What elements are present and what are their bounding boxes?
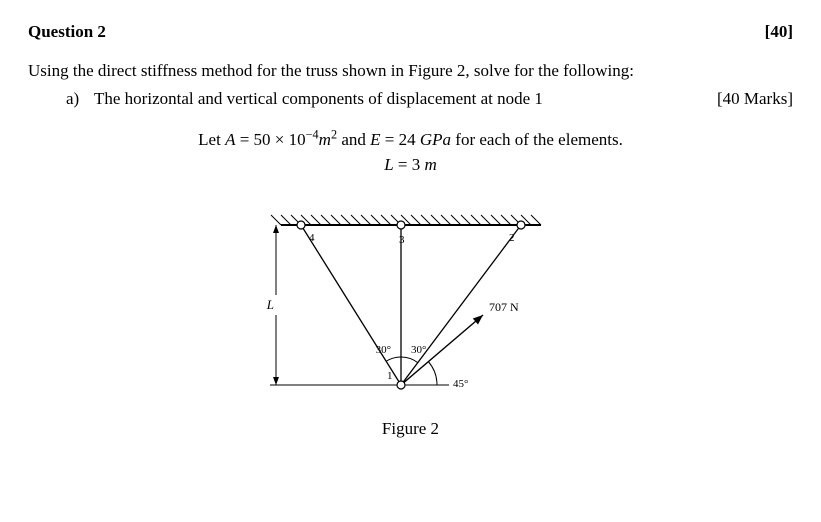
part-a-label: a) — [66, 87, 94, 112]
given-and: and — [337, 130, 370, 149]
question-title: Question 2 — [28, 20, 106, 45]
A-eq: = 50 × 10 — [235, 130, 305, 149]
given-line-2: L = 3 m — [111, 153, 711, 178]
sym-A: A — [225, 130, 235, 149]
sym-L: L — [384, 155, 393, 174]
part-a-text: The horizontal and vertical components o… — [94, 87, 543, 112]
truss-diagram: L 30° 30° 45° 707 N 4 3 2 1 — [231, 195, 591, 405]
given-block: Let A = 50 × 10−4m2 and E = 24 GPa for e… — [111, 128, 711, 177]
part-a-row: a) The horizontal and vertical component… — [28, 87, 793, 112]
problem-intro: Using the direct stiffness method for th… — [28, 59, 793, 84]
A-unit-m: m — [319, 130, 331, 149]
L-eq: = 3 — [394, 155, 425, 174]
svg-text:3: 3 — [399, 234, 405, 246]
total-marks: [40] — [765, 20, 793, 45]
E-eq: = 24 — [381, 130, 420, 149]
E-unit: GPa — [420, 130, 451, 149]
svg-text:30°: 30° — [411, 344, 426, 356]
A-exp: −4 — [306, 127, 319, 141]
svg-text:707 N: 707 N — [489, 300, 519, 314]
given-line-1: Let A = 50 × 10−4m2 and E = 24 GPa for e… — [111, 128, 711, 153]
part-a-marks: [40 Marks] — [717, 87, 793, 112]
figure-wrap: L 30° 30° 45° 707 N 4 3 2 1 Figure 2 — [28, 195, 793, 441]
sym-E: E — [370, 130, 380, 149]
svg-text:30°: 30° — [375, 344, 390, 356]
svg-text:L: L — [265, 297, 273, 312]
svg-text:45°: 45° — [453, 378, 468, 390]
L-unit: m — [425, 155, 437, 174]
svg-text:1: 1 — [387, 370, 393, 382]
figure-caption: Figure 2 — [28, 417, 793, 442]
given-suffix: for each of the elements. — [451, 130, 623, 149]
given-let: Let — [198, 130, 225, 149]
svg-text:2: 2 — [509, 232, 515, 244]
svg-text:4: 4 — [309, 232, 315, 244]
